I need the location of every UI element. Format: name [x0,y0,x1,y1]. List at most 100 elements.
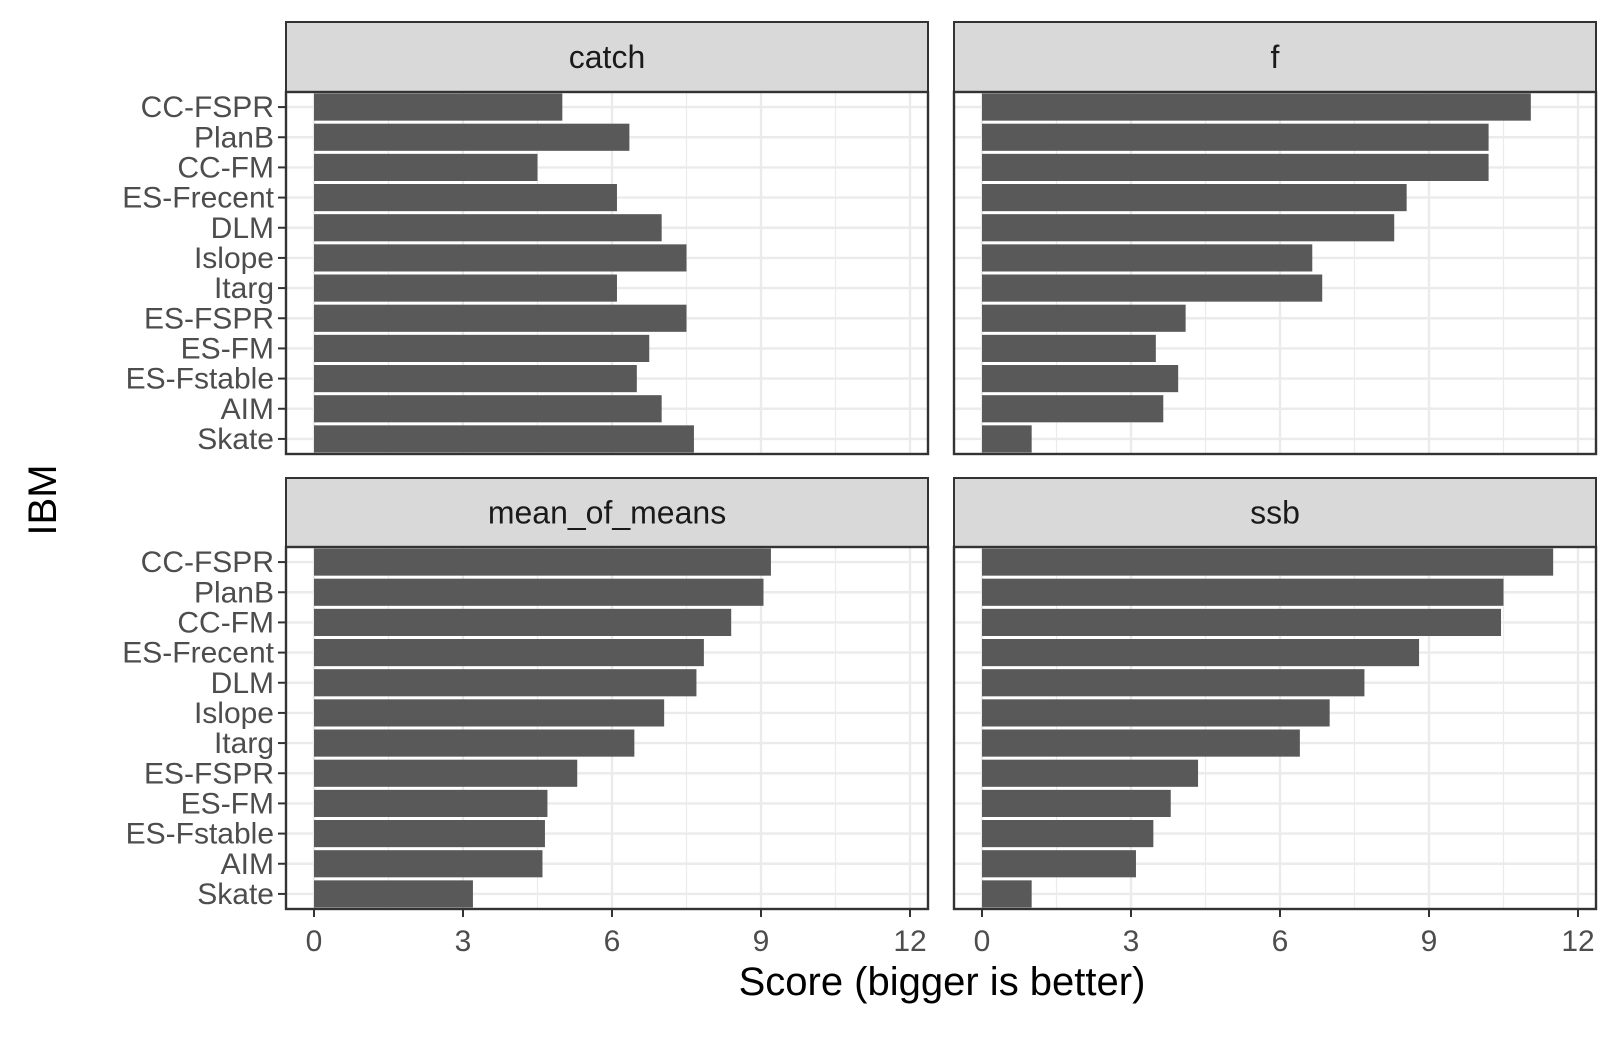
bar [982,395,1164,423]
panel-border [952,90,1598,456]
facet-title: f [1271,39,1280,75]
bar [314,880,473,908]
y-tick-label: DLM [211,667,274,700]
bar [314,850,543,878]
bar [982,608,1502,636]
y-tick-label: CC-FSPR [141,546,274,579]
y-tick-label: CC-FSPR [141,91,274,124]
facet-title: ssb [1250,495,1300,531]
x-tick-label: 3 [1123,925,1140,958]
bar [314,578,764,606]
y-tick-label: ES-Fstable [126,363,274,396]
facet-strip [953,477,1597,548]
bar [314,304,687,332]
bar [982,850,1136,878]
bar [314,669,697,697]
y-tick-label: AIM [221,848,274,881]
facet-title: catch [569,39,645,75]
bar [982,214,1395,242]
bar [314,153,538,181]
y-tick-label: PlanB [194,121,274,154]
y-tick-label: Itarg [214,272,274,305]
facet-strip [285,477,929,548]
bar [314,274,617,302]
y-tick-label: Skate [197,423,274,456]
y-tick-label: PlanB [194,576,274,609]
bar [982,789,1171,817]
y-tick-label: ES-Frecent [122,182,274,215]
bar [314,214,662,242]
bar [982,244,1313,272]
panel-background [954,547,1596,909]
bar [982,820,1154,848]
panel-border [284,545,930,911]
bar [314,699,665,727]
y-tick-label: Itarg [214,727,274,760]
bar [314,93,563,121]
bar [314,365,637,393]
y-tick-label: CC-FM [177,151,274,184]
x-tick-label: 0 [306,925,323,958]
bar [314,334,650,362]
bar [982,93,1531,121]
bar [314,608,732,636]
bar [982,123,1489,151]
bar [982,184,1407,212]
bar [314,548,771,576]
bar [982,578,1504,606]
bar [982,759,1199,787]
bar [982,639,1420,667]
x-tick-label: 6 [1272,925,1289,958]
y-tick-label: ES-FSPR [144,302,274,335]
y-tick-label: ES-Fstable [126,818,274,851]
bar [982,274,1323,302]
bar [982,669,1365,697]
facet-panel-mean_of_means: mean_of_means CC-FSPRPlanBCC-FMES-Frecent… [122,477,930,958]
x-tick-label: 3 [455,925,472,958]
bar [314,820,545,848]
y-tick-label: AIM [221,393,274,426]
bar [314,395,662,423]
y-tick-label: ES-FM [181,332,274,365]
x-tick-label: 6 [604,925,621,958]
panel-background [954,92,1596,454]
panel-background [286,547,928,909]
facet-panel-ssb: ssb 0 3 6 9 12 [952,477,1598,958]
x-axis-title: Score (bigger is better) [739,960,1146,1004]
x-tick-label: 12 [893,925,926,958]
y-tick-label: CC-FM [177,606,274,639]
bar [314,244,687,272]
y-tick-label: Skate [197,878,274,911]
panel-border [952,545,1598,911]
x-tick-label: 0 [974,925,991,958]
facet-strip [285,21,929,93]
bar [314,759,578,787]
x-tick-label: 9 [1421,925,1438,958]
y-tick-label: DLM [211,212,274,245]
bar [982,548,1554,576]
panel-background [286,92,928,454]
x-tick-label: 12 [1561,925,1594,958]
bar [982,880,1032,908]
bar [982,153,1489,181]
bar [982,365,1179,393]
bar [314,184,617,212]
y-tick-label: Islope [194,697,274,730]
bar [982,425,1032,453]
bar [982,729,1300,757]
bar [314,123,630,151]
y-tick-label: ES-FM [181,787,274,820]
bar [982,699,1330,727]
facet-panel-f: f [952,21,1598,456]
facet-panel-catch: catch CC-FSPRPlanBCC-FMES-FrecentDLMIslop… [122,21,930,456]
y-axis-title: IBM [21,464,65,535]
y-tick-label: ES-FSPR [144,757,274,790]
y-tick-label: ES-Frecent [122,637,274,670]
x-tick-label: 9 [753,925,770,958]
panel-border [284,90,930,456]
bar [982,334,1156,362]
bar [314,789,548,817]
bar [314,729,635,757]
bar [314,639,704,667]
